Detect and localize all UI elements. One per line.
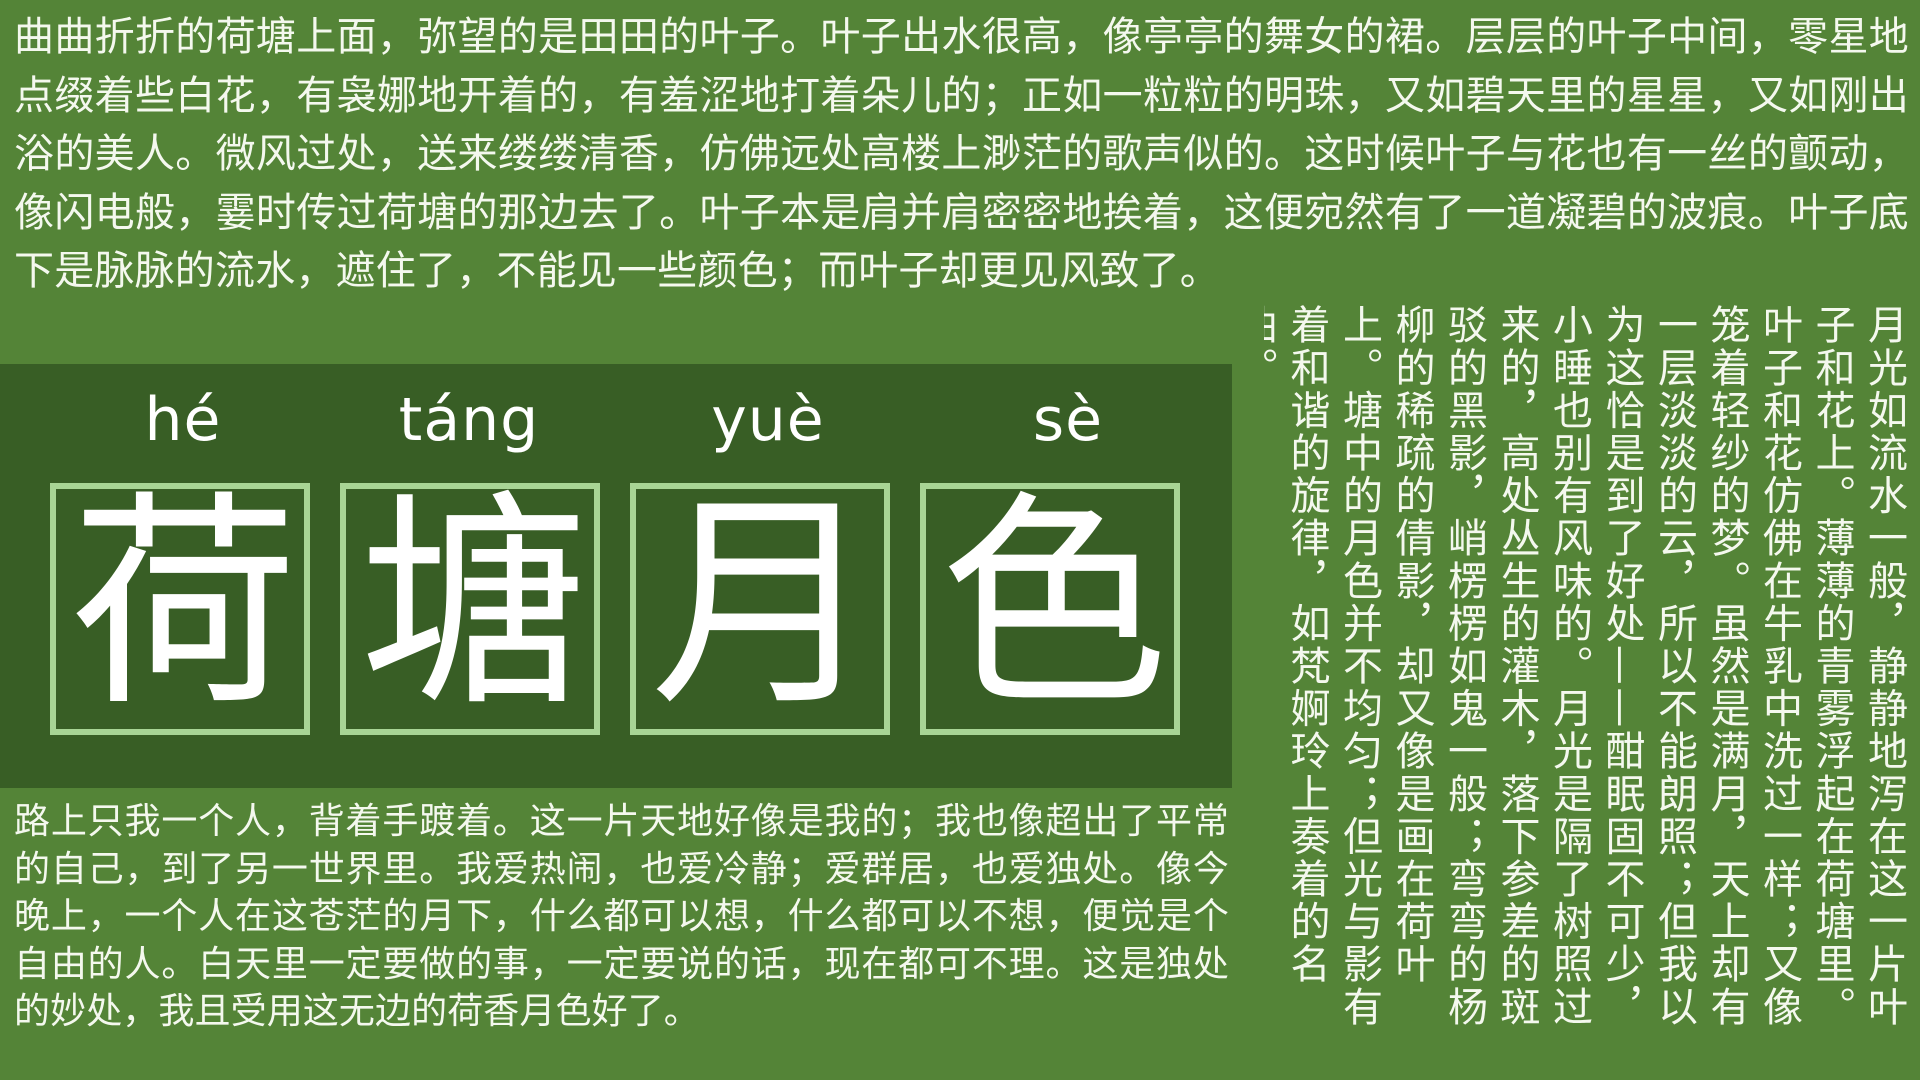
pinyin-se: sè [1032,385,1104,455]
pinyin-tang: táng [398,385,540,455]
title-char-yue: 月 [650,471,878,737]
title-char-tang: 塘 [360,471,588,737]
title-char-box: 月 [630,483,890,735]
title-char-box: 塘 [340,483,600,735]
bottom-paragraph: 路上只我一个人，背着手踱着。这一片天地好像是我的；我也像超出了平常的自己，到了另… [14,801,1229,1032]
top-paragraph: 曲曲折折的荷塘上面，弥望的是田田的叶子。叶子出水很高，像亭亭的舞女的裙。层层的叶… [14,14,1909,294]
title-panel: hé táng yuè sè 荷 塘 月 色 [0,364,1232,788]
title-char-he: 荷 [70,471,298,737]
vertical-paragraph: 月光如流水一般，静静地泻在这一片叶子和花上。薄薄的青雾浮起在荷塘里。叶子和花仿佛… [1264,304,1907,1029]
pinyin-yue: yuè [711,385,825,455]
title-char-box: 荷 [50,483,310,735]
title-char-se: 色 [940,471,1168,737]
pinyin-he: hé [144,385,222,455]
title-char-box: 色 [920,483,1180,735]
